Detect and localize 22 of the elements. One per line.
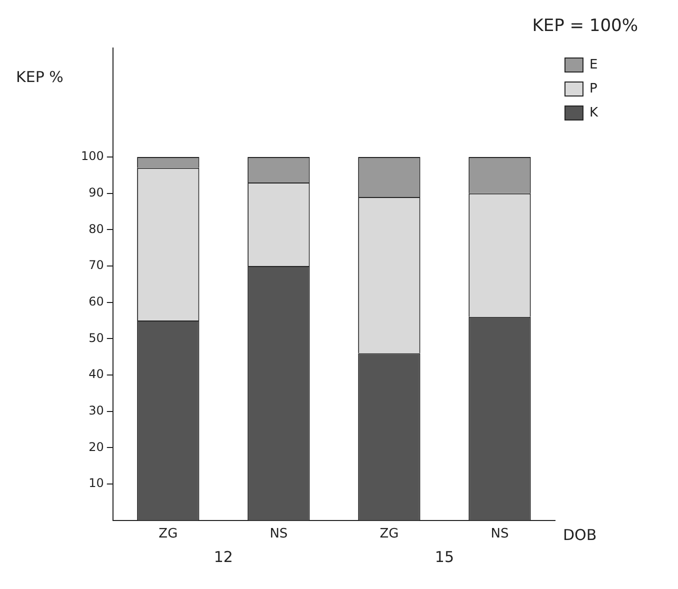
y-tick-label: 40 [88, 367, 104, 382]
y-tick-label: 50 [88, 330, 104, 345]
x-tick-label: ZG [158, 526, 178, 542]
y-tick-label: 10 [88, 476, 104, 490]
x-tick-label: NS [270, 526, 288, 542]
legend-label: P [589, 81, 598, 96]
text: 12 [214, 548, 233, 566]
x-tick-label: ZG [380, 526, 399, 542]
chart-title: KEP = 100% [532, 16, 638, 36]
y-tick-label: 100 [81, 149, 104, 164]
text: 15 [434, 548, 454, 566]
legend-label: E [589, 57, 598, 72]
x-tick-label: NS [490, 526, 509, 542]
y-tick-label: 70 [88, 258, 104, 272]
y-axis-title: KEP % [16, 68, 64, 86]
y-tick-label: 30 [88, 404, 104, 418]
y-tick-label: 20 [88, 440, 104, 454]
y-tick-label: 90 [88, 185, 104, 200]
y-tick-label: 80 [88, 222, 104, 236]
x-axis-title: DOB [562, 526, 597, 544]
legend-label: K [589, 105, 598, 120]
y-tick-label: 60 [88, 294, 104, 308]
